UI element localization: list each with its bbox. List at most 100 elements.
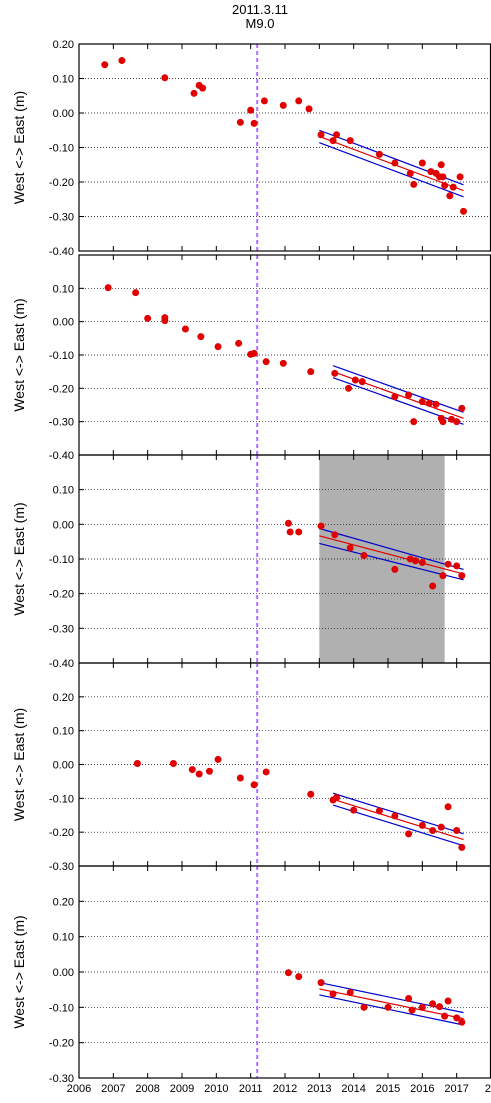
data-point <box>250 119 258 127</box>
x-tick-label: 2011 <box>239 1083 263 1095</box>
y-tick-label: -0.10 <box>49 1002 74 1014</box>
data-point <box>437 823 445 831</box>
y-tick-label: 0.00 <box>53 317 74 329</box>
x-tick-label: 2016 <box>410 1083 434 1095</box>
data-point <box>317 522 325 530</box>
title-date: 2011.3.11 <box>232 2 288 17</box>
data-point <box>446 192 454 200</box>
data-point <box>307 368 315 376</box>
y-tick-label: -0.20 <box>49 177 74 189</box>
data-point <box>391 812 399 820</box>
y-tick-label: -0.20 <box>49 589 74 601</box>
y-tick-label: 0.00 <box>53 760 74 772</box>
y-tick-label: -0.40 <box>49 658 74 670</box>
data-point <box>284 519 292 527</box>
data-point <box>262 768 270 776</box>
data-point <box>439 173 447 181</box>
data-point <box>346 137 354 145</box>
y-tick-label: 0.00 <box>53 967 74 979</box>
data-point <box>329 137 337 145</box>
y-tick-label: 0.00 <box>53 519 74 531</box>
data-point <box>411 557 419 565</box>
y-tick-label: -0.30 <box>49 1073 74 1085</box>
data-point <box>295 528 303 536</box>
data-point <box>104 284 112 292</box>
data-point <box>439 572 447 580</box>
data-point <box>190 89 198 97</box>
data-point <box>391 565 399 573</box>
trend-line <box>319 535 464 575</box>
data-point <box>235 339 243 347</box>
data-point <box>331 369 339 377</box>
data-point <box>458 843 466 851</box>
data-point <box>333 794 340 802</box>
data-point <box>410 180 418 188</box>
data-point <box>432 400 440 408</box>
band-upper-line <box>332 365 464 413</box>
y-tick-label: -0.10 <box>49 793 74 805</box>
data-point <box>375 807 383 815</box>
data-point <box>429 1000 437 1008</box>
y-axis-label: West <-> East (m) <box>11 915 27 1028</box>
data-point <box>441 1012 449 1020</box>
data-point <box>453 826 461 834</box>
y-tick-label: -0.10 <box>49 143 74 155</box>
data-point <box>458 1018 466 1026</box>
data-point <box>375 150 383 158</box>
y-tick-label: 0.20 <box>53 692 74 704</box>
data-point <box>429 826 437 834</box>
data-point <box>279 359 287 367</box>
data-point <box>405 995 413 1002</box>
x-tick-label: 2007 <box>101 1083 125 1095</box>
data-point <box>418 159 426 167</box>
data-point <box>453 562 461 570</box>
x-tick-label: 2008 <box>135 1083 159 1095</box>
x-tick-label: 2014 <box>341 1083 365 1095</box>
data-point <box>101 61 109 69</box>
y-axis-label: West <-> East (m) <box>11 298 27 411</box>
data-point <box>262 358 270 366</box>
data-point <box>360 552 368 560</box>
band-lower-line <box>319 142 464 198</box>
x-tick-label: 2010 <box>204 1083 228 1095</box>
data-point <box>405 830 413 838</box>
data-point <box>144 314 152 322</box>
data-point <box>188 766 196 774</box>
data-point <box>345 384 353 392</box>
data-point <box>286 528 294 536</box>
data-point <box>358 378 366 386</box>
data-point <box>441 181 449 189</box>
data-point <box>236 118 244 126</box>
data-point <box>205 767 213 775</box>
data-point <box>437 161 445 169</box>
panel-frame <box>78 865 491 1079</box>
y-tick-label: -0.30 <box>49 861 74 873</box>
y-tick-label: -0.20 <box>49 1038 74 1050</box>
band-lower-line <box>319 542 464 581</box>
y-tick-label: 0.10 <box>53 485 74 497</box>
data-point <box>214 343 222 351</box>
data-point <box>418 1003 426 1011</box>
trend-line <box>332 798 464 841</box>
data-point <box>236 774 244 782</box>
data-point <box>444 803 452 811</box>
data-point <box>425 399 433 407</box>
data-point <box>429 582 437 590</box>
data-point <box>295 97 303 105</box>
data-point <box>260 97 268 105</box>
band-upper-line <box>319 527 464 570</box>
data-point <box>214 755 222 763</box>
panel-frame <box>78 254 491 456</box>
y-tick-label: 0.10 <box>53 932 74 944</box>
y-axis-label: West <-> East (m) <box>11 708 27 821</box>
figure-title: 2011.3.11 M9.0 <box>0 3 491 31</box>
y-tick-label: -0.40 <box>49 246 74 258</box>
data-point <box>307 790 315 798</box>
data-point <box>351 376 359 384</box>
data-point <box>418 558 426 566</box>
y-tick-label: -0.10 <box>49 554 74 566</box>
data-point <box>181 325 189 333</box>
data-point <box>331 531 339 539</box>
